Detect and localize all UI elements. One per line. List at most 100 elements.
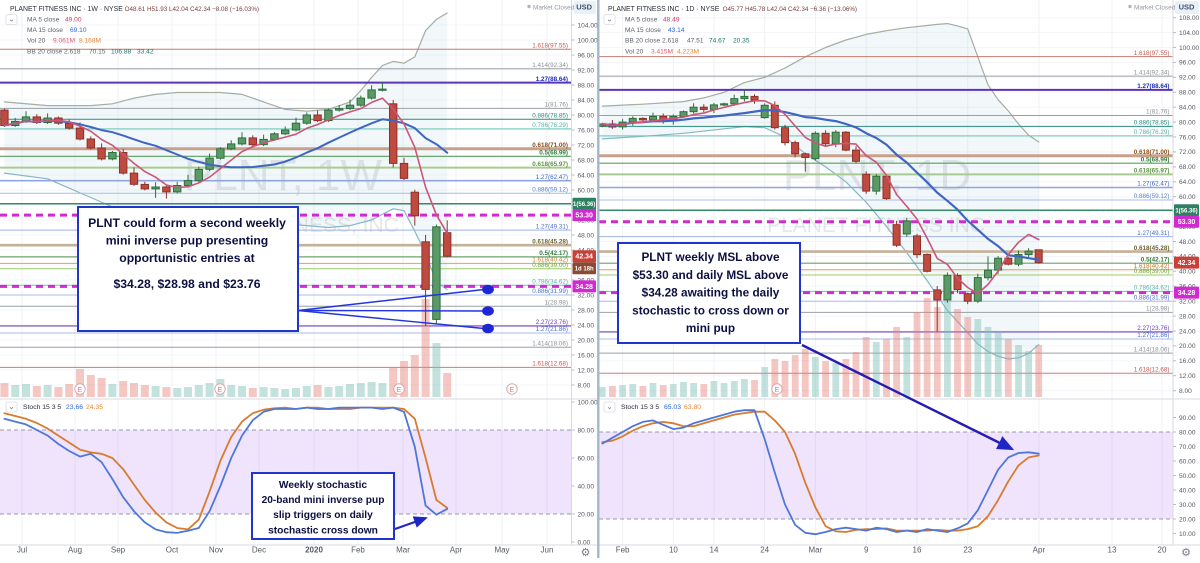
- svg-text:8.168M: 8.168M: [79, 38, 101, 45]
- svg-text:30.00: 30.00: [1179, 502, 1196, 509]
- svg-text:slip triggers on daily: slip triggers on daily: [273, 510, 373, 521]
- svg-text:0.5(68.99): 0.5(68.99): [1141, 156, 1170, 163]
- svg-text:108.00: 108.00: [1179, 15, 1200, 22]
- svg-text:0.5(68.99): 0.5(68.99): [539, 150, 568, 157]
- svg-text:53.30: 53.30: [575, 213, 593, 220]
- svg-text:1.618(12.68): 1.618(12.68): [1134, 366, 1170, 373]
- svg-text:MA 15 close: MA 15 close: [625, 27, 661, 34]
- svg-text:⌄: ⌄: [8, 402, 15, 411]
- svg-text:20.00: 20.00: [1179, 516, 1196, 523]
- svg-text:1.618(12.68): 1.618(12.68): [532, 361, 568, 368]
- svg-text:80.00: 80.00: [1179, 119, 1196, 126]
- svg-text:1.414(18.06): 1.414(18.06): [532, 341, 568, 348]
- svg-text:1(81.76): 1(81.76): [545, 102, 568, 109]
- svg-text:104.00: 104.00: [578, 22, 599, 29]
- svg-text:O48.61 H51.93 L42.04 C42.34 −8: O48.61 H51.93 L42.04 C42.34 −8.08 (−16.0…: [125, 6, 259, 13]
- svg-text:$53.30 and daily MSL above: $53.30 and daily MSL above: [633, 268, 789, 282]
- svg-text:Aug: Aug: [68, 546, 82, 555]
- svg-text:1(56.36): 1(56.36): [1175, 208, 1197, 214]
- svg-text:0.5(42.17): 0.5(42.17): [539, 250, 568, 257]
- svg-text:20.00: 20.00: [578, 511, 595, 518]
- svg-text:0.886(39.00): 0.886(39.00): [1134, 268, 1170, 275]
- svg-text:24.00: 24.00: [1179, 328, 1196, 335]
- svg-text:84.00: 84.00: [578, 97, 595, 104]
- svg-text:16.00: 16.00: [1179, 358, 1196, 365]
- svg-text:1.27(21.86): 1.27(21.86): [1137, 332, 1169, 339]
- svg-text:1.618(40.42): 1.618(40.42): [532, 257, 568, 264]
- svg-text:60.00: 60.00: [578, 455, 595, 462]
- svg-text:34.28: 34.28: [1178, 290, 1196, 297]
- svg-text:Feb: Feb: [351, 546, 365, 555]
- svg-text:0.618(71.00): 0.618(71.00): [532, 142, 568, 149]
- svg-text:48.00: 48.00: [1179, 239, 1196, 246]
- svg-text:76.00: 76.00: [578, 127, 595, 134]
- svg-text:40.00: 40.00: [1179, 269, 1196, 276]
- svg-text:4.223M: 4.223M: [677, 48, 699, 55]
- svg-text:48.49: 48.49: [663, 17, 680, 24]
- svg-text:PLNT could form a second weekl: PLNT could form a second weekly: [88, 216, 286, 230]
- svg-text:34.28: 34.28: [575, 284, 593, 291]
- svg-text:BB 20 close 2.618: BB 20 close 2.618: [27, 48, 81, 55]
- svg-text:9: 9: [864, 546, 869, 555]
- svg-text:0.618(71.00): 0.618(71.00): [1134, 149, 1170, 156]
- svg-text:33.42: 33.42: [137, 48, 154, 55]
- svg-text:Mar: Mar: [396, 546, 410, 555]
- svg-text:88.00: 88.00: [1179, 90, 1196, 97]
- svg-text:13: 13: [1108, 546, 1117, 555]
- svg-text:8.00: 8.00: [578, 382, 591, 389]
- svg-text:Feb: Feb: [616, 546, 630, 555]
- svg-text:E: E: [218, 387, 223, 394]
- svg-text:0.886(31.99): 0.886(31.99): [1134, 294, 1170, 301]
- svg-text:Mar: Mar: [809, 546, 823, 555]
- svg-text:60.00: 60.00: [1179, 194, 1196, 201]
- svg-text:96.00: 96.00: [578, 52, 595, 59]
- svg-text:0.618(65.97): 0.618(65.97): [1134, 168, 1170, 175]
- svg-text:0.618(45.28): 0.618(45.28): [532, 238, 568, 245]
- svg-text:80.00: 80.00: [1179, 429, 1196, 436]
- svg-text:1.27(49.31): 1.27(49.31): [536, 223, 568, 230]
- svg-text:47.51: 47.51: [687, 38, 704, 45]
- svg-text:28.00: 28.00: [1179, 313, 1196, 320]
- svg-text:⚙: ⚙: [1181, 547, 1191, 558]
- svg-text:0.886(31.99): 0.886(31.99): [532, 288, 568, 295]
- svg-text:Jul: Jul: [17, 546, 27, 555]
- svg-text:3.415M: 3.415M: [651, 48, 673, 55]
- svg-text:E: E: [775, 387, 780, 394]
- svg-text:1.618(40.42): 1.618(40.42): [1134, 263, 1170, 270]
- svg-text:1(28.98): 1(28.98): [1146, 306, 1169, 313]
- svg-text:⌄: ⌄: [606, 402, 613, 411]
- svg-text:⚙: ⚙: [581, 547, 591, 558]
- svg-text:Apr: Apr: [450, 546, 463, 555]
- svg-text:14: 14: [710, 546, 719, 555]
- svg-text:stochastic to cross down or: stochastic to cross down or: [632, 303, 789, 317]
- svg-text:20-band mini inverse pup: 20-band mini inverse pup: [262, 495, 385, 506]
- svg-text:10.00: 10.00: [1179, 531, 1196, 538]
- svg-text:60.00: 60.00: [1179, 458, 1196, 465]
- svg-text:53.30: 53.30: [1178, 219, 1196, 226]
- svg-text:$34.28, $28.98 and $23.76: $34.28, $28.98 and $23.76: [113, 277, 260, 291]
- svg-text:1.27(62.47): 1.27(62.47): [536, 174, 568, 181]
- svg-text:1.414(92.34): 1.414(92.34): [1134, 69, 1170, 76]
- svg-text:0.786(76.29): 0.786(76.29): [532, 122, 568, 129]
- svg-text:0.886(59.12): 0.886(59.12): [1134, 193, 1170, 200]
- svg-text:1(28.98): 1(28.98): [545, 300, 568, 307]
- svg-text:0.618(65.97): 0.618(65.97): [532, 161, 568, 168]
- svg-text:2020: 2020: [305, 546, 323, 555]
- svg-text:PLANET FITNESS INC: PLANET FITNESS INC: [767, 214, 985, 237]
- svg-text:24: 24: [760, 546, 769, 555]
- svg-text:Oct: Oct: [166, 546, 179, 555]
- svg-text:63.80: 63.80: [684, 404, 701, 411]
- svg-text:42.34: 42.34: [575, 254, 593, 261]
- svg-text:65.03: 65.03: [664, 404, 681, 411]
- svg-text:stochastic cross down: stochastic cross down: [268, 525, 378, 536]
- svg-text:Stoch 15 3 5: Stoch 15 3 5: [23, 404, 61, 411]
- svg-text:9.061M: 9.061M: [53, 38, 75, 45]
- svg-text:0.886(39.00): 0.886(39.00): [532, 262, 568, 269]
- svg-text:12.00: 12.00: [578, 367, 595, 374]
- svg-text:mini inverse pup presenting: mini inverse pup presenting: [106, 234, 269, 248]
- svg-text:USD: USD: [1179, 3, 1195, 12]
- svg-text:88.00: 88.00: [578, 82, 595, 89]
- svg-text:74.67: 74.67: [709, 38, 726, 45]
- svg-text:60.00: 60.00: [578, 187, 595, 194]
- svg-text:0.00: 0.00: [578, 539, 591, 546]
